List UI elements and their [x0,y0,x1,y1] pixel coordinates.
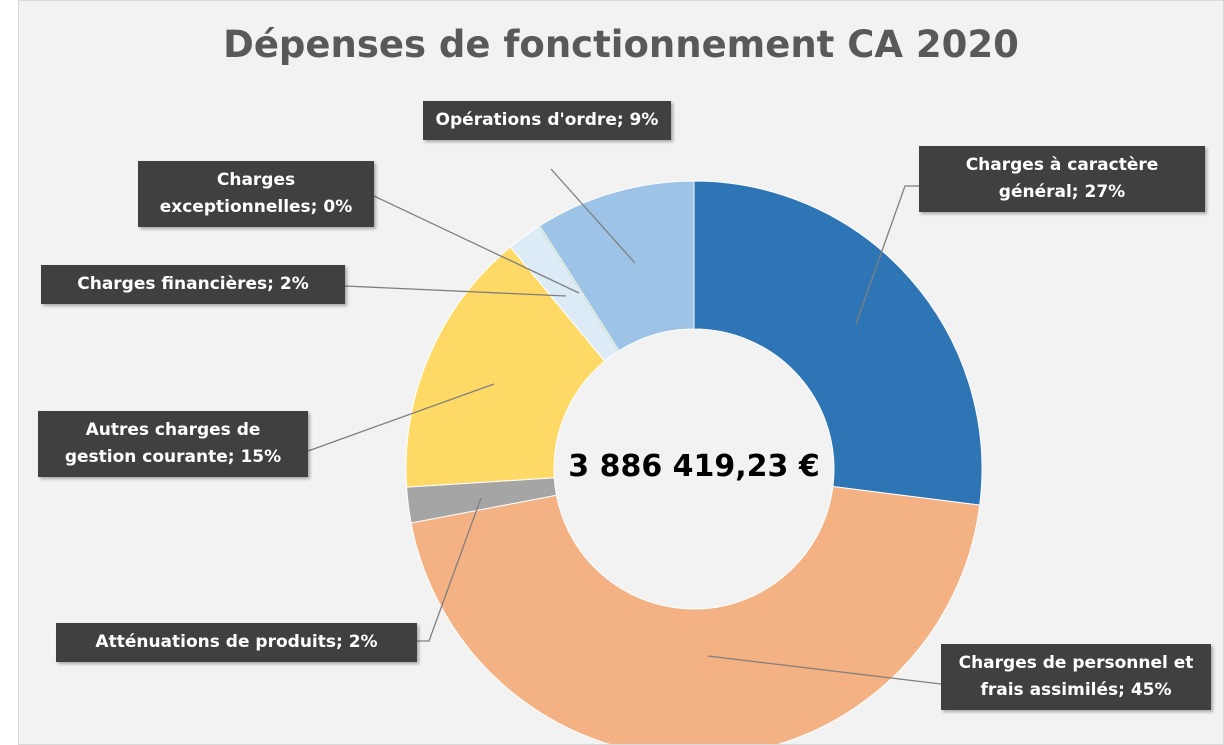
leader-line [344,285,567,297]
leader-line [373,195,580,294]
data-label: Atténuations de produits; 2% [56,623,417,662]
leader-line [307,383,495,452]
center-label: 3 886 419,23 € [568,449,820,484]
leader-line [550,168,636,264]
donut [307,168,983,744]
data-label: Charges financières; 2% [41,265,345,304]
leader-line [707,655,942,685]
chart: Dépenses de fonctionnement CA 2020 3 886… [18,0,1224,745]
data-label: Opérations d'ordre; 9% [423,101,671,140]
data-label: Charges de personnel et frais assimilés;… [941,644,1211,710]
data-label: Charges à caractère général; 27% [919,146,1205,212]
slice [410,485,981,744]
slice [693,180,983,506]
data-label: Charges exceptionnelles; 0% [138,161,374,227]
leader-line [417,497,482,642]
leader-line [855,185,919,325]
data-label: Autres charges de gestion courante; 15% [38,411,308,477]
chart-title: Dépenses de fonctionnement CA 2020 [223,23,1019,66]
